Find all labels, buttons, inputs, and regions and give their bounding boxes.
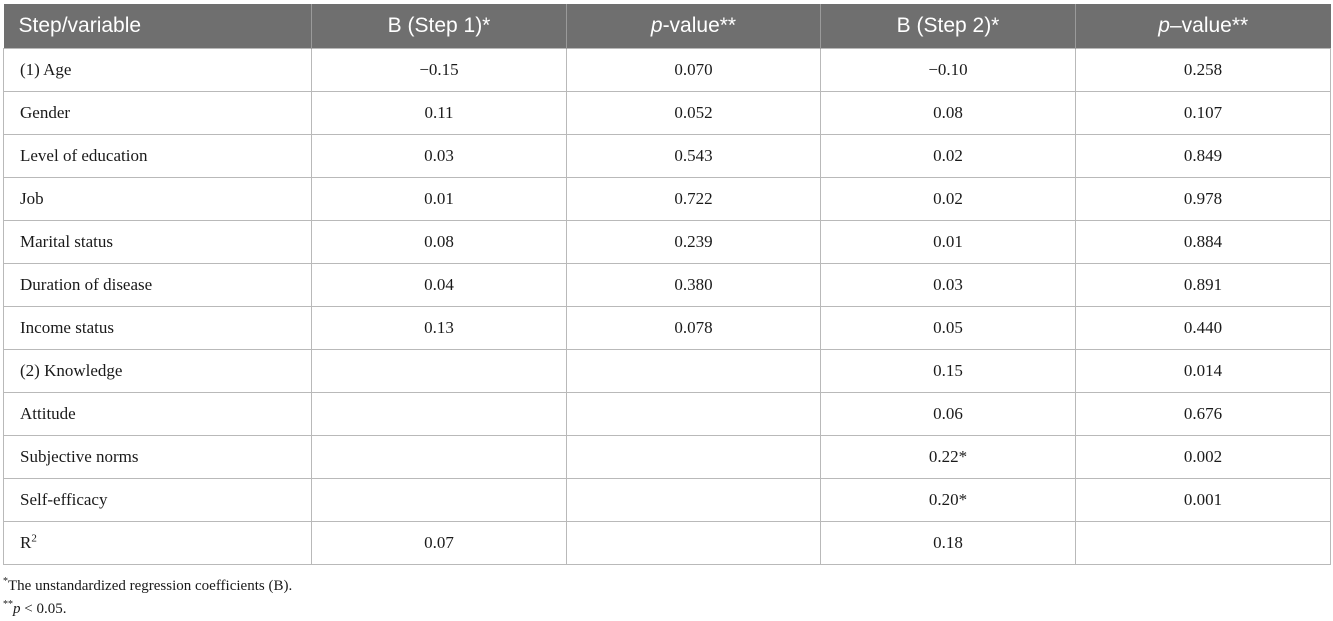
cell-p-step2: 0.440 [1075, 306, 1331, 350]
cell-p-step2: 0.002 [1075, 435, 1331, 479]
cell-b-step2: −0.10 [820, 48, 1076, 92]
cell-b-step2: 0.05 [820, 306, 1076, 350]
header-p-value-2: p–value** [1075, 4, 1331, 49]
cell-variable: (1) Age [3, 48, 312, 92]
footnote-1-marker: * [3, 576, 8, 587]
header-p-suffix: -value** [662, 14, 737, 37]
table-row: Income status 0.13 0.078 0.05 0.440 [3, 306, 1331, 350]
cell-variable: Attitude [3, 392, 312, 436]
header-b-step1: B (Step 1)* [311, 4, 567, 49]
cell-p-step1: 0.078 [566, 306, 821, 350]
cell-b-step2: 0.01 [820, 220, 1076, 264]
cell-b-step2: 0.06 [820, 392, 1076, 436]
footnote-2: **p < 0.05. [3, 598, 292, 621]
table-row: Duration of disease 0.04 0.380 0.03 0.89… [3, 263, 1331, 307]
cell-p-step1: 0.052 [566, 91, 821, 135]
cell-variable: Self-efficacy [3, 478, 312, 522]
cell-p-step1: 0.722 [566, 177, 821, 221]
table-row: (1) Age −0.15 0.070 −0.10 0.258 [3, 48, 1331, 92]
table-row: Attitude 0.06 0.676 [3, 392, 1331, 436]
cell-p-step1 [566, 349, 821, 393]
cell-p-step2: 0.849 [1075, 134, 1331, 178]
cell-p-step1: 0.239 [566, 220, 821, 264]
table-body: (1) Age −0.15 0.070 −0.10 0.258 Gender 0… [3, 48, 1331, 565]
cell-variable: Marital status [3, 220, 312, 264]
table-header: Step/variable B (Step 1)* p-value** B (S… [3, 4, 1331, 49]
cell-p-step2: 0.014 [1075, 349, 1331, 393]
header-row: Step/variable B (Step 1)* p-value** B (S… [3, 4, 1331, 49]
cell-b-step1: −0.15 [311, 48, 567, 92]
cell-r-squared-label: R2 [3, 521, 312, 565]
cell-p-step1: 0.380 [566, 263, 821, 307]
cell-p-step2: 0.258 [1075, 48, 1331, 92]
cell-variable: Duration of disease [3, 263, 312, 307]
cell-r-squared-step2: 0.18 [820, 521, 1076, 565]
footnote-1-text: The unstandardized regression coefficien… [8, 578, 293, 594]
cell-b-step2: 0.15 [820, 349, 1076, 393]
cell-b-step2: 0.08 [820, 91, 1076, 135]
table-row: Self-efficacy 0.20* 0.001 [3, 478, 1331, 522]
cell-b-step1 [311, 392, 567, 436]
footnote-2-text: < 0.05. [20, 601, 67, 617]
cell-variable: (2) Knowledge [3, 349, 312, 393]
cell-p-step2: 0.891 [1075, 263, 1331, 307]
cell-b-step2: 0.02 [820, 177, 1076, 221]
footnote-2-p-letter: p [13, 601, 21, 617]
header-p-letter: p [1158, 14, 1170, 37]
cell-b-step1: 0.04 [311, 263, 567, 307]
cell-r-squared-p2 [1075, 521, 1331, 565]
cell-b-step2: 0.02 [820, 134, 1076, 178]
cell-b-step2: 0.03 [820, 263, 1076, 307]
r-squared-row: R2 0.07 0.18 [3, 521, 1331, 565]
cell-p-step2: 0.884 [1075, 220, 1331, 264]
cell-p-step1 [566, 392, 821, 436]
cell-b-step1: 0.11 [311, 91, 567, 135]
table-row: Level of education 0.03 0.543 0.02 0.849 [3, 134, 1331, 178]
table-row: Subjective norms 0.22* 0.002 [3, 435, 1331, 479]
cell-p-step1 [566, 435, 821, 479]
table-row: Marital status 0.08 0.239 0.01 0.884 [3, 220, 1331, 264]
cell-variable: Job [3, 177, 312, 221]
cell-p-step1 [566, 478, 821, 522]
cell-b-step1: 0.13 [311, 306, 567, 350]
cell-p-step2: 0.107 [1075, 91, 1331, 135]
regression-table-container: Step/variable B (Step 1)* p-value** B (S… [3, 4, 1331, 565]
table-row: Gender 0.11 0.052 0.08 0.107 [3, 91, 1331, 135]
cell-b-step2: 0.20* [820, 478, 1076, 522]
cell-r-squared-step1: 0.07 [311, 521, 567, 565]
header-step-variable: Step/variable [3, 4, 312, 49]
cell-p-step2: 0.001 [1075, 478, 1331, 522]
cell-p-step2: 0.676 [1075, 392, 1331, 436]
cell-b-step1: 0.03 [311, 134, 567, 178]
table-row: Job 0.01 0.722 0.02 0.978 [3, 177, 1331, 221]
cell-b-step1 [311, 435, 567, 479]
header-p-letter: p [650, 14, 663, 37]
header-b-step2: B (Step 2)* [820, 4, 1076, 49]
table-footnotes: *The unstandardized regression coefficie… [3, 575, 292, 621]
cell-variable: Income status [3, 306, 312, 350]
cell-b-step1: 0.01 [311, 177, 567, 221]
footnote-2-marker: ** [3, 599, 13, 610]
cell-b-step1: 0.08 [311, 220, 567, 264]
header-p-value-1: p-value** [566, 4, 821, 49]
cell-p-step1: 0.070 [566, 48, 821, 92]
table-row: (2) Knowledge 0.15 0.014 [3, 349, 1331, 393]
cell-variable: Subjective norms [3, 435, 312, 479]
cell-p-step1: 0.543 [566, 134, 821, 178]
regression-table: Step/variable B (Step 1)* p-value** B (S… [3, 4, 1331, 565]
cell-p-step2: 0.978 [1075, 177, 1331, 221]
cell-b-step2: 0.22* [820, 435, 1076, 479]
r-letter: R [20, 533, 32, 552]
cell-r-squared-p1 [566, 521, 821, 565]
r-squared-superscript: 2 [31, 532, 37, 545]
footnote-1: *The unstandardized regression coefficie… [3, 575, 292, 598]
cell-b-step1 [311, 349, 567, 393]
cell-b-step1 [311, 478, 567, 522]
header-p-suffix: –value** [1169, 14, 1249, 37]
cell-variable: Gender [3, 91, 312, 135]
cell-variable: Level of education [3, 134, 312, 178]
